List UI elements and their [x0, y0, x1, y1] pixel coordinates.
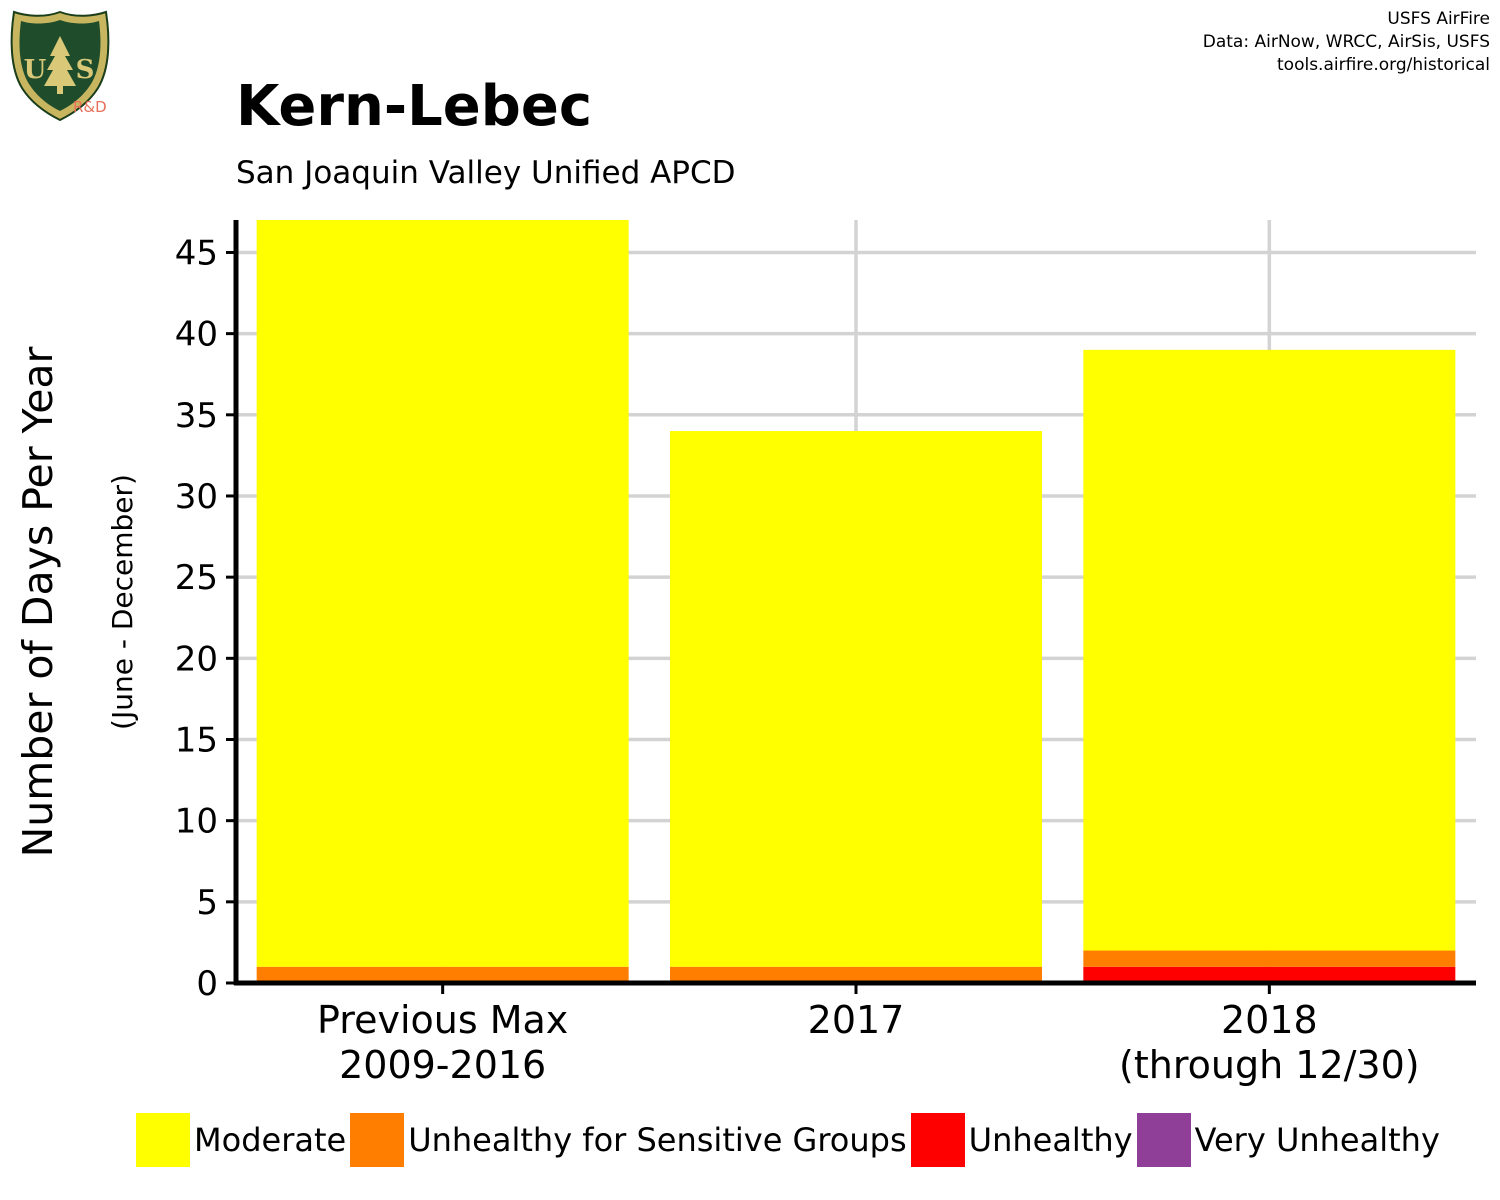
bar-segment	[670, 431, 1042, 967]
logo-badge: R&D	[73, 98, 107, 116]
legend-item: Unhealthy	[910, 1113, 1133, 1167]
legend-label: Moderate	[194, 1121, 347, 1159]
y-tick-label: 5	[196, 883, 218, 923]
x-tick-label: (through 12/30)	[1119, 1043, 1420, 1087]
bar-segment	[1083, 349, 1456, 951]
legend-swatch	[136, 1113, 190, 1167]
y-tick-label: 30	[175, 477, 218, 517]
x-tick-label: 2018	[1221, 998, 1318, 1042]
x-tick-label: Previous Max	[317, 998, 568, 1042]
x-tick-label: 2009-2016	[339, 1043, 546, 1087]
y-axis-sublabel: (June - December)	[106, 474, 139, 730]
logo-letter-s: S	[76, 55, 95, 85]
y-tick-label: 0	[196, 964, 218, 1004]
legend: Moderate Unhealthy for Sensitive Groups Un…	[136, 1112, 1444, 1168]
bar-segment	[256, 220, 629, 967]
bar-segment	[1083, 966, 1456, 983]
y-tick-label: 20	[175, 639, 218, 679]
bar-segment	[670, 966, 1042, 983]
y-tick-label: 35	[175, 396, 218, 436]
bar-segment	[1083, 950, 1456, 967]
legend-label: Very Unhealthy	[1194, 1121, 1440, 1159]
y-tick-label: 25	[175, 558, 218, 598]
y-tick-label: 45	[175, 233, 218, 273]
credits: USFS AirFire Data: AirNow, WRCC, AirSis,…	[1203, 8, 1490, 77]
legend-swatch	[350, 1113, 405, 1167]
chart-subtitle: San Joaquin Valley Unified APCD	[236, 155, 736, 191]
legend-item: Very Unhealthy	[1136, 1113, 1440, 1167]
y-axis-label: Number of Days Per Year	[14, 346, 62, 857]
bar-segment	[256, 966, 629, 983]
chart-title: Kern-Lebec	[236, 74, 593, 139]
credits-line-2: Data: AirNow, WRCC, AirSis, USFS	[1202, 32, 1490, 52]
credits-line-1: USFS AirFire	[1387, 9, 1490, 29]
legend-label: Unhealthy for Sensitive Groups	[408, 1121, 907, 1159]
y-tick-label: 10	[175, 802, 218, 842]
legend-swatch	[910, 1113, 965, 1167]
legend-item: Moderate	[136, 1113, 346, 1167]
credits-line-3: tools.airfire.org/historical	[1277, 55, 1490, 75]
legend-label: Unhealthy	[968, 1121, 1133, 1159]
y-tick-label: 40	[175, 315, 218, 355]
legend-swatch	[1136, 1113, 1191, 1167]
legend-item: Unhealthy for Sensitive Groups	[350, 1113, 907, 1167]
y-tick-label: 15	[175, 720, 218, 760]
usfs-shield-logo: U S	[10, 10, 110, 122]
bars	[256, 220, 1456, 983]
x-tick-label: 2017	[808, 998, 905, 1042]
logo-letter-u: U	[24, 55, 47, 85]
